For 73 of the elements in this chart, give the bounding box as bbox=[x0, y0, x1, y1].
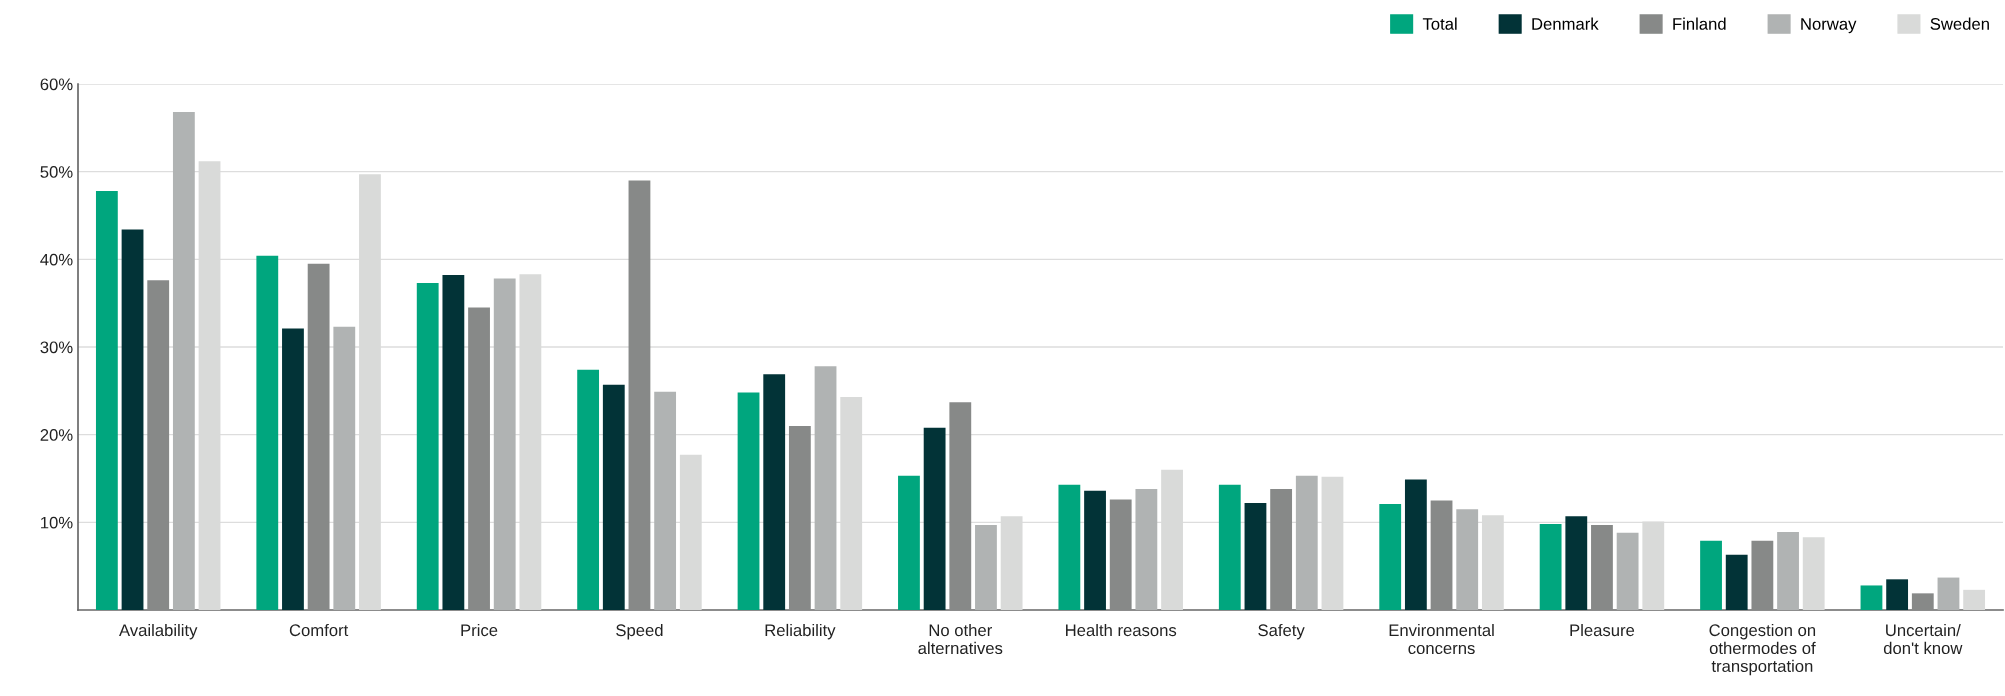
bar bbox=[442, 275, 465, 610]
bar bbox=[788, 425, 811, 610]
bar bbox=[1295, 475, 1318, 610]
bar bbox=[577, 369, 600, 610]
bar bbox=[121, 229, 144, 610]
y-tick-label: 30% bbox=[40, 341, 73, 354]
x-tick-label: Availability bbox=[119, 623, 198, 640]
bar bbox=[333, 326, 356, 610]
bar bbox=[1937, 577, 1960, 610]
bar bbox=[468, 307, 490, 610]
y-tick-label: 60% bbox=[40, 78, 73, 91]
x-tick-label: Reliability bbox=[765, 623, 836, 640]
bar bbox=[1860, 585, 1883, 610]
bar bbox=[95, 190, 118, 610]
bar bbox=[1777, 531, 1799, 610]
y-tick-label: 10% bbox=[41, 516, 73, 529]
bar bbox=[256, 255, 279, 610]
bar bbox=[1751, 540, 1774, 610]
legend-label: Total bbox=[1422, 17, 1457, 30]
bar bbox=[307, 263, 330, 610]
legend-label: Denmark bbox=[1532, 17, 1599, 30]
bar bbox=[602, 384, 625, 610]
bar bbox=[975, 524, 997, 610]
x-tick-label: Pleasure bbox=[1570, 623, 1635, 637]
bar bbox=[1616, 532, 1639, 610]
bar bbox=[1700, 540, 1722, 610]
bar bbox=[1456, 509, 1479, 610]
bar bbox=[737, 392, 760, 610]
bar bbox=[1565, 516, 1588, 610]
bar bbox=[923, 427, 946, 610]
bar bbox=[1963, 589, 1986, 610]
bar bbox=[1591, 524, 1613, 610]
bar bbox=[1802, 537, 1825, 610]
x-tick-label: No other alternatives bbox=[918, 623, 1003, 655]
y-tick-label: 20% bbox=[40, 429, 73, 441]
bar bbox=[282, 328, 304, 610]
bar bbox=[1109, 499, 1132, 610]
legend-label: Sweden bbox=[1930, 17, 1989, 30]
bar bbox=[1886, 579, 1909, 610]
bar bbox=[416, 283, 439, 610]
y-tick-label: 50% bbox=[40, 166, 73, 178]
bar bbox=[1135, 489, 1158, 610]
y-tick-label: 40% bbox=[40, 253, 73, 266]
bar bbox=[1218, 484, 1241, 610]
x-tick-label: Congestion on othermodes of transportation bbox=[1709, 623, 1816, 676]
x-tick-label: Safety bbox=[1258, 623, 1305, 640]
x-tick-label: Environmental concerns bbox=[1389, 623, 1494, 655]
bar bbox=[1379, 503, 1402, 610]
x-tick-label: Speed bbox=[616, 623, 663, 640]
legend-label: Norway bbox=[1801, 18, 1857, 34]
legend-label: Finland bbox=[1673, 17, 1726, 30]
x-tick-label: Price bbox=[461, 623, 498, 637]
bar bbox=[493, 278, 516, 610]
bar bbox=[1725, 554, 1748, 610]
bar bbox=[628, 180, 651, 610]
x-tick-label: Comfort bbox=[289, 623, 349, 637]
bar bbox=[1244, 503, 1267, 610]
bar bbox=[654, 391, 677, 610]
bar bbox=[763, 374, 786, 610]
bar bbox=[1539, 524, 1562, 610]
bar bbox=[1430, 500, 1453, 610]
bar bbox=[898, 475, 920, 610]
bar bbox=[147, 280, 170, 610]
x-tick-label: Health reasons bbox=[1066, 623, 1177, 637]
bar bbox=[814, 366, 837, 610]
bar bbox=[949, 402, 972, 610]
bar bbox=[1084, 490, 1106, 610]
bar bbox=[1404, 479, 1427, 610]
bar bbox=[1911, 593, 1934, 610]
bar bbox=[1270, 489, 1293, 610]
bar bbox=[1058, 484, 1081, 610]
bar bbox=[172, 112, 195, 610]
x-tick-label: Uncertain/ don't know bbox=[1883, 623, 1963, 655]
